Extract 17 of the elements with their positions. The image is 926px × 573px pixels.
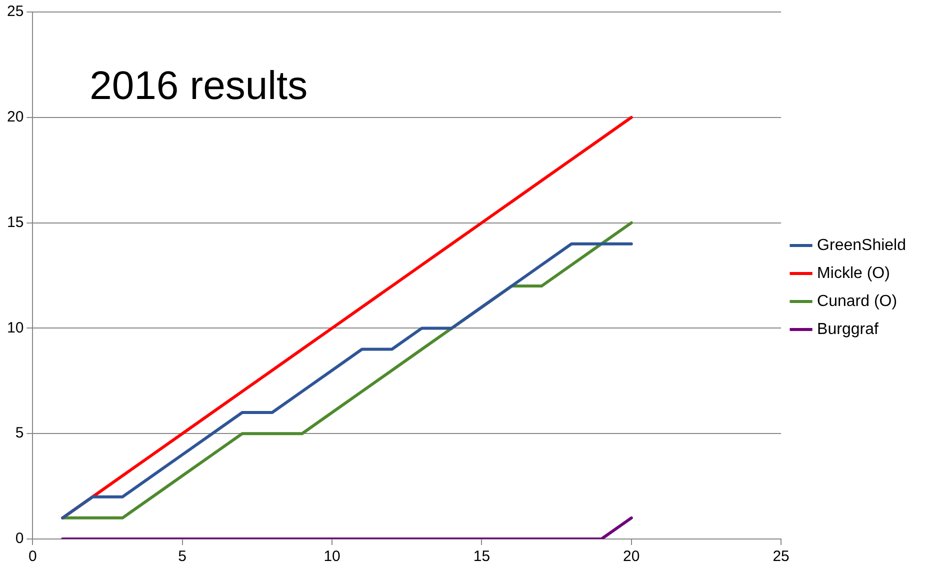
legend-label: Burggraf — [817, 320, 879, 338]
legend-label: GreenShield — [817, 236, 906, 254]
x-tick-label: 10 — [324, 548, 340, 566]
text: 2016 results — [90, 64, 308, 108]
y-tick-label: 0 — [15, 530, 24, 548]
y-tick-label: 20 — [6, 108, 24, 126]
x-tick-label: 25 — [772, 548, 790, 566]
x-tick-label: 20 — [623, 548, 640, 566]
y-tick-label: 10 — [6, 319, 24, 336]
legend-label: Cunard (O) — [817, 292, 898, 310]
x-tick-label: 0 — [28, 548, 37, 566]
y-tick-label: 25 — [6, 3, 24, 20]
y-tick-label: 15 — [6, 214, 24, 231]
x-tick-label: 5 — [178, 548, 187, 566]
legend-label: Mickle (O) — [817, 264, 890, 282]
x-tick-label: 15 — [473, 548, 490, 566]
y-tick-label: 5 — [15, 424, 24, 442]
